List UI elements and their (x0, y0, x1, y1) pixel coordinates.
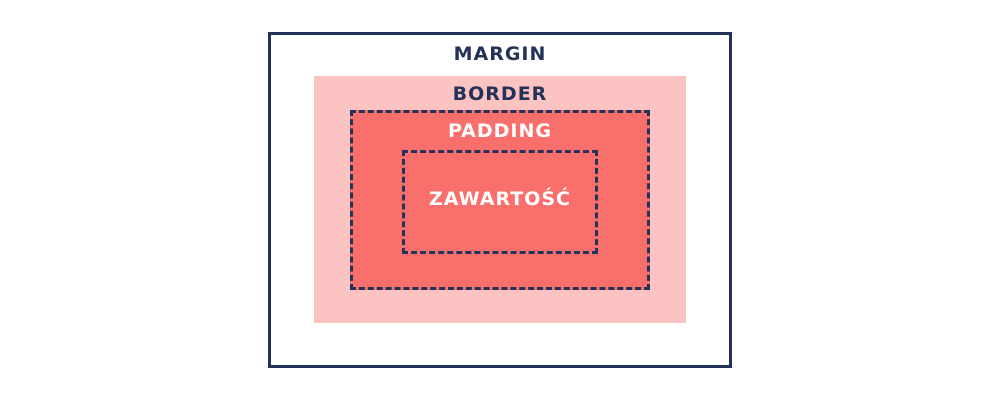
content-box (402, 150, 598, 254)
padding-box (350, 110, 650, 290)
content-label: ZAWARTOŚĆ (429, 188, 571, 210)
margin-label: MARGIN (453, 43, 547, 65)
padding-label: PADDING (448, 120, 552, 142)
border-label: BORDER (452, 83, 548, 105)
